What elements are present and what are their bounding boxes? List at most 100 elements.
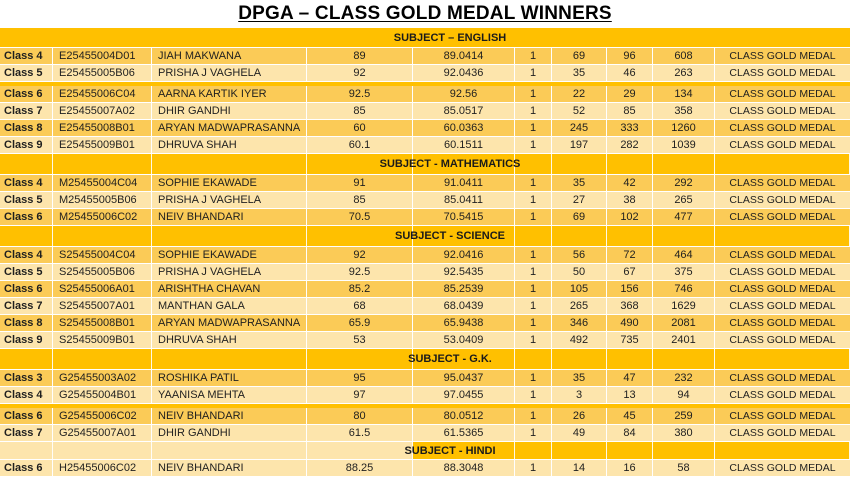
- cell-student-name[interactable]: NEIV BHANDARI: [152, 408, 307, 424]
- cell-award[interactable]: CLASS GOLD MEDAL: [715, 387, 850, 403]
- cell-score[interactable]: 97: [307, 387, 413, 403]
- cell-student-id[interactable]: G25455003A02: [53, 370, 152, 386]
- cell-stat-2[interactable]: [607, 442, 653, 459]
- cell-student-id[interactable]: E25455004D01: [53, 48, 152, 64]
- cell-class[interactable]: Class 5: [0, 65, 53, 81]
- cell-score-avg[interactable]: 95.0437: [413, 370, 515, 386]
- cell-score[interactable]: 92.5: [307, 86, 413, 102]
- cell-class[interactable]: Class 9: [0, 332, 53, 348]
- cell-stat-3[interactable]: 94: [653, 387, 715, 403]
- cell-rank[interactable]: 1: [515, 137, 552, 153]
- cell-class[interactable]: Class 4: [0, 175, 53, 191]
- cell-stat-1[interactable]: 105: [552, 281, 607, 297]
- cell-score-avg[interactable]: 92.5435: [413, 264, 515, 280]
- cell-student-name[interactable]: NEIV BHANDARI: [152, 460, 307, 476]
- cell-stat-3[interactable]: [653, 349, 715, 369]
- cell-rank[interactable]: 1: [515, 247, 552, 263]
- cell-award[interactable]: CLASS GOLD MEDAL: [715, 298, 850, 314]
- cell-stat-3[interactable]: [653, 442, 715, 459]
- cell-award[interactable]: [715, 226, 850, 246]
- cell-score[interactable]: 85: [307, 192, 413, 208]
- cell-stat-2[interactable]: 490: [607, 315, 653, 331]
- cell-score-avg[interactable]: 92.0416: [413, 247, 515, 263]
- cell-class[interactable]: Class 8: [0, 120, 53, 136]
- cell-student-name[interactable]: DHIR GANDHI: [152, 103, 307, 119]
- cell-award[interactable]: CLASS GOLD MEDAL: [715, 120, 850, 136]
- cell-award[interactable]: CLASS GOLD MEDAL: [715, 65, 850, 81]
- cell-score[interactable]: 92: [307, 247, 413, 263]
- cell-class[interactable]: Class 9: [0, 137, 53, 153]
- cell-stat-1[interactable]: [552, 442, 607, 459]
- cell-score-avg[interactable]: [413, 349, 515, 369]
- cell-stat-1[interactable]: 52: [552, 103, 607, 119]
- cell-class[interactable]: Class 5: [0, 264, 53, 280]
- cell-stat-1[interactable]: [552, 349, 607, 369]
- cell-class[interactable]: [0, 349, 53, 369]
- cell-score[interactable]: 95: [307, 370, 413, 386]
- cell-score[interactable]: [307, 442, 413, 459]
- cell-score[interactable]: 91: [307, 175, 413, 191]
- cell-rank[interactable]: 1: [515, 48, 552, 64]
- cell-student-name[interactable]: MANTHAN GALA: [152, 298, 307, 314]
- cell-rank[interactable]: 1: [515, 460, 552, 476]
- cell-award[interactable]: CLASS GOLD MEDAL: [715, 247, 850, 263]
- cell-student-id[interactable]: E25455007A02: [53, 103, 152, 119]
- cell-award[interactable]: CLASS GOLD MEDAL: [715, 425, 850, 441]
- cell-student-id[interactable]: S25455007A01: [53, 298, 152, 314]
- cell-score[interactable]: [307, 154, 413, 174]
- cell-stat-1[interactable]: [552, 226, 607, 246]
- cell-student-name[interactable]: ARISHTHA CHAVAN: [152, 281, 307, 297]
- cell-class[interactable]: Class 6: [0, 86, 53, 102]
- cell-stat-2[interactable]: 72: [607, 247, 653, 263]
- cell-score-avg[interactable]: 65.9438: [413, 315, 515, 331]
- cell-score-avg[interactable]: 60.1511: [413, 137, 515, 153]
- cell-award[interactable]: CLASS GOLD MEDAL: [715, 281, 850, 297]
- cell-stat-3[interactable]: 1260: [653, 120, 715, 136]
- cell-student-id[interactable]: G25455007A01: [53, 425, 152, 441]
- cell-class[interactable]: Class 5: [0, 192, 53, 208]
- cell-award[interactable]: CLASS GOLD MEDAL: [715, 137, 850, 153]
- cell-stat-2[interactable]: 84: [607, 425, 653, 441]
- cell-stat-2[interactable]: 85: [607, 103, 653, 119]
- cell-student-name[interactable]: AARNA KARTIK IYER: [152, 86, 307, 102]
- cell-student-id[interactable]: G25455004B01: [53, 387, 152, 403]
- cell-stat-1[interactable]: 14: [552, 460, 607, 476]
- cell-stat-3[interactable]: 1629: [653, 298, 715, 314]
- cell-stat-2[interactable]: [607, 154, 653, 174]
- cell-award[interactable]: [715, 442, 850, 459]
- cell-stat-2[interactable]: 45: [607, 408, 653, 424]
- cell-stat-3[interactable]: 263: [653, 65, 715, 81]
- cell-class[interactable]: Class 6: [0, 460, 53, 476]
- cell-student-id[interactable]: E25455008B01: [53, 120, 152, 136]
- cell-student-name[interactable]: ARYAN MADWAPRASANNA: [152, 120, 307, 136]
- cell-stat-3[interactable]: 380: [653, 425, 715, 441]
- cell-student-name[interactable]: SOPHIE EKAWADE: [152, 175, 307, 191]
- cell-rank[interactable]: 1: [515, 298, 552, 314]
- cell-stat-3[interactable]: 134: [653, 86, 715, 102]
- cell-student-name[interactable]: YAANISA MEHTA: [152, 387, 307, 403]
- cell-student-id[interactable]: H25455006C02: [53, 460, 152, 476]
- cell-score-avg[interactable]: 80.0512: [413, 408, 515, 424]
- cell-student-id[interactable]: M25455005B06: [53, 192, 152, 208]
- cell-student-name[interactable]: SOPHIE EKAWADE: [152, 247, 307, 263]
- cell-stat-3[interactable]: 232: [653, 370, 715, 386]
- cell-stat-3[interactable]: 1039: [653, 137, 715, 153]
- cell-award[interactable]: CLASS GOLD MEDAL: [715, 460, 850, 476]
- cell-class[interactable]: [0, 154, 53, 174]
- cell-stat-2[interactable]: 67: [607, 264, 653, 280]
- cell-award[interactable]: CLASS GOLD MEDAL: [715, 192, 850, 208]
- cell-rank[interactable]: 1: [515, 387, 552, 403]
- cell-student-name[interactable]: PRISHA J VAGHELA: [152, 65, 307, 81]
- cell-score-avg[interactable]: [413, 226, 515, 246]
- cell-stat-1[interactable]: 35: [552, 370, 607, 386]
- cell-rank[interactable]: [515, 154, 552, 174]
- cell-stat-3[interactable]: 265: [653, 192, 715, 208]
- cell-stat-3[interactable]: 292: [653, 175, 715, 191]
- cell-rank[interactable]: 1: [515, 332, 552, 348]
- cell-stat-2[interactable]: 38: [607, 192, 653, 208]
- cell-stat-3[interactable]: 375: [653, 264, 715, 280]
- cell-student-name[interactable]: DHRUVA SHAH: [152, 137, 307, 153]
- cell-score-avg[interactable]: 89.0414: [413, 48, 515, 64]
- cell-class[interactable]: [0, 226, 53, 246]
- cell-stat-2[interactable]: 42: [607, 175, 653, 191]
